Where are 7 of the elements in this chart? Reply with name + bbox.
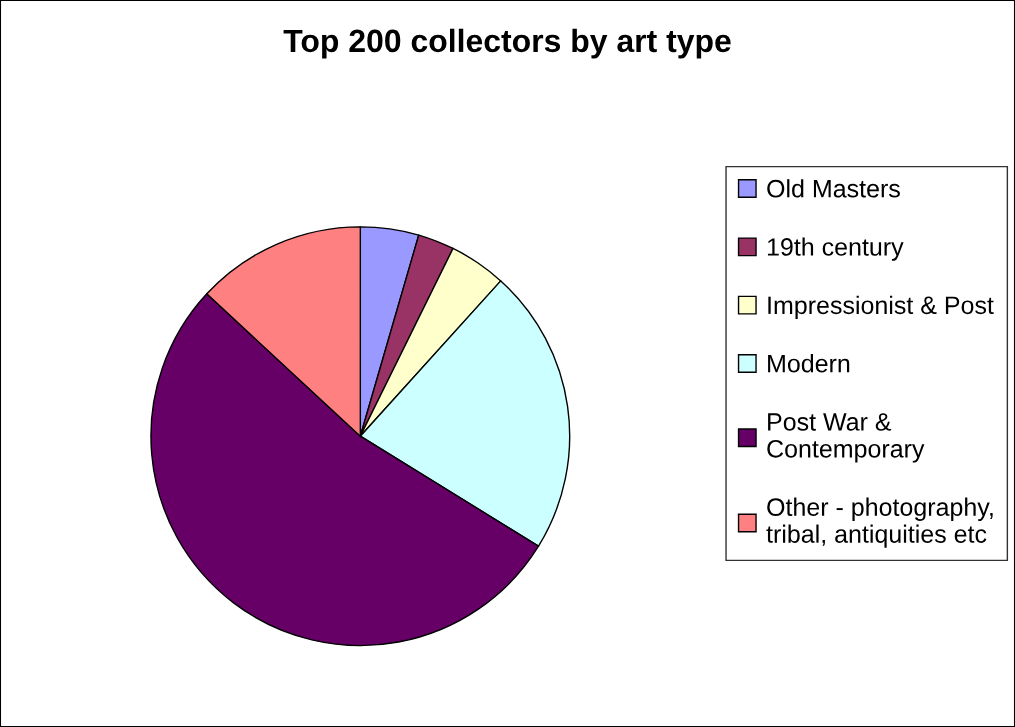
legend-label: Other - photography, tribal, antiquities etc [766, 497, 993, 548]
legend-label: 19th century [767, 237, 904, 261]
chart-title: Top 200 collectors by art type [283, 28, 731, 59]
legend-label: Impressionist & Post [768, 295, 994, 320]
legend-label: Old Masters [767, 179, 900, 198]
legend-label: Post War & Contemporary [767, 413, 925, 463]
legend-label: Modern [768, 354, 850, 373]
